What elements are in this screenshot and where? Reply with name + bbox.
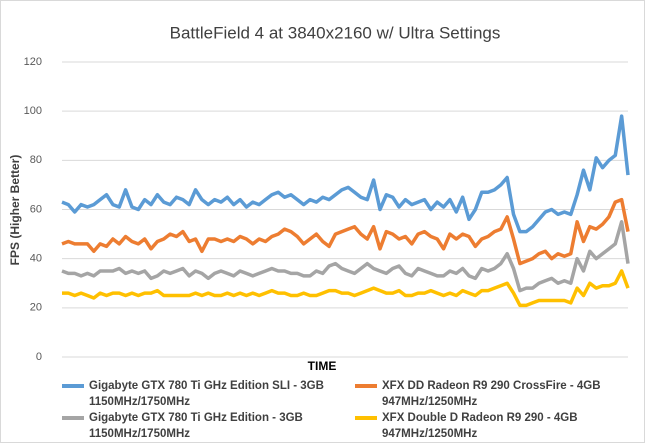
y-tick-label: 20 bbox=[30, 302, 42, 314]
legend-swatch bbox=[62, 384, 84, 388]
legend-swatch bbox=[355, 416, 377, 420]
x-axis-label: TIME bbox=[308, 359, 337, 373]
y-tick-label: 0 bbox=[36, 351, 42, 363]
series-line bbox=[61, 197, 630, 266]
legend-swatch bbox=[355, 384, 377, 388]
legend-label: XFX DD Radeon R9 290 CrossFire - 4GB 947… bbox=[382, 380, 601, 408]
legend-swatch bbox=[62, 416, 84, 420]
series-line bbox=[61, 114, 630, 234]
series-line bbox=[61, 220, 630, 293]
series-line bbox=[62, 269, 630, 308]
y-tick-label: 80 bbox=[30, 154, 42, 166]
legend-label: XFX Double D Radeon R9 290 - 4GB 947MHz/… bbox=[382, 412, 578, 440]
y-tick-label: 60 bbox=[30, 203, 42, 215]
legend-label: Gigabyte GTX 780 Ti GHz Edition SLI - 3G… bbox=[89, 380, 324, 408]
y-tick-label: 40 bbox=[30, 253, 42, 265]
y-tick-label: 120 bbox=[24, 56, 42, 68]
y-axis-label: FPS (Higher Better) bbox=[8, 155, 22, 266]
legend-label: Gigabyte GTX 780 Ti GHz Edition - 3GB 11… bbox=[89, 412, 303, 440]
y-tick-label: 100 bbox=[24, 105, 42, 117]
chart-title: BattleField 4 at 3840x2160 w/ Ultra Sett… bbox=[170, 23, 501, 42]
